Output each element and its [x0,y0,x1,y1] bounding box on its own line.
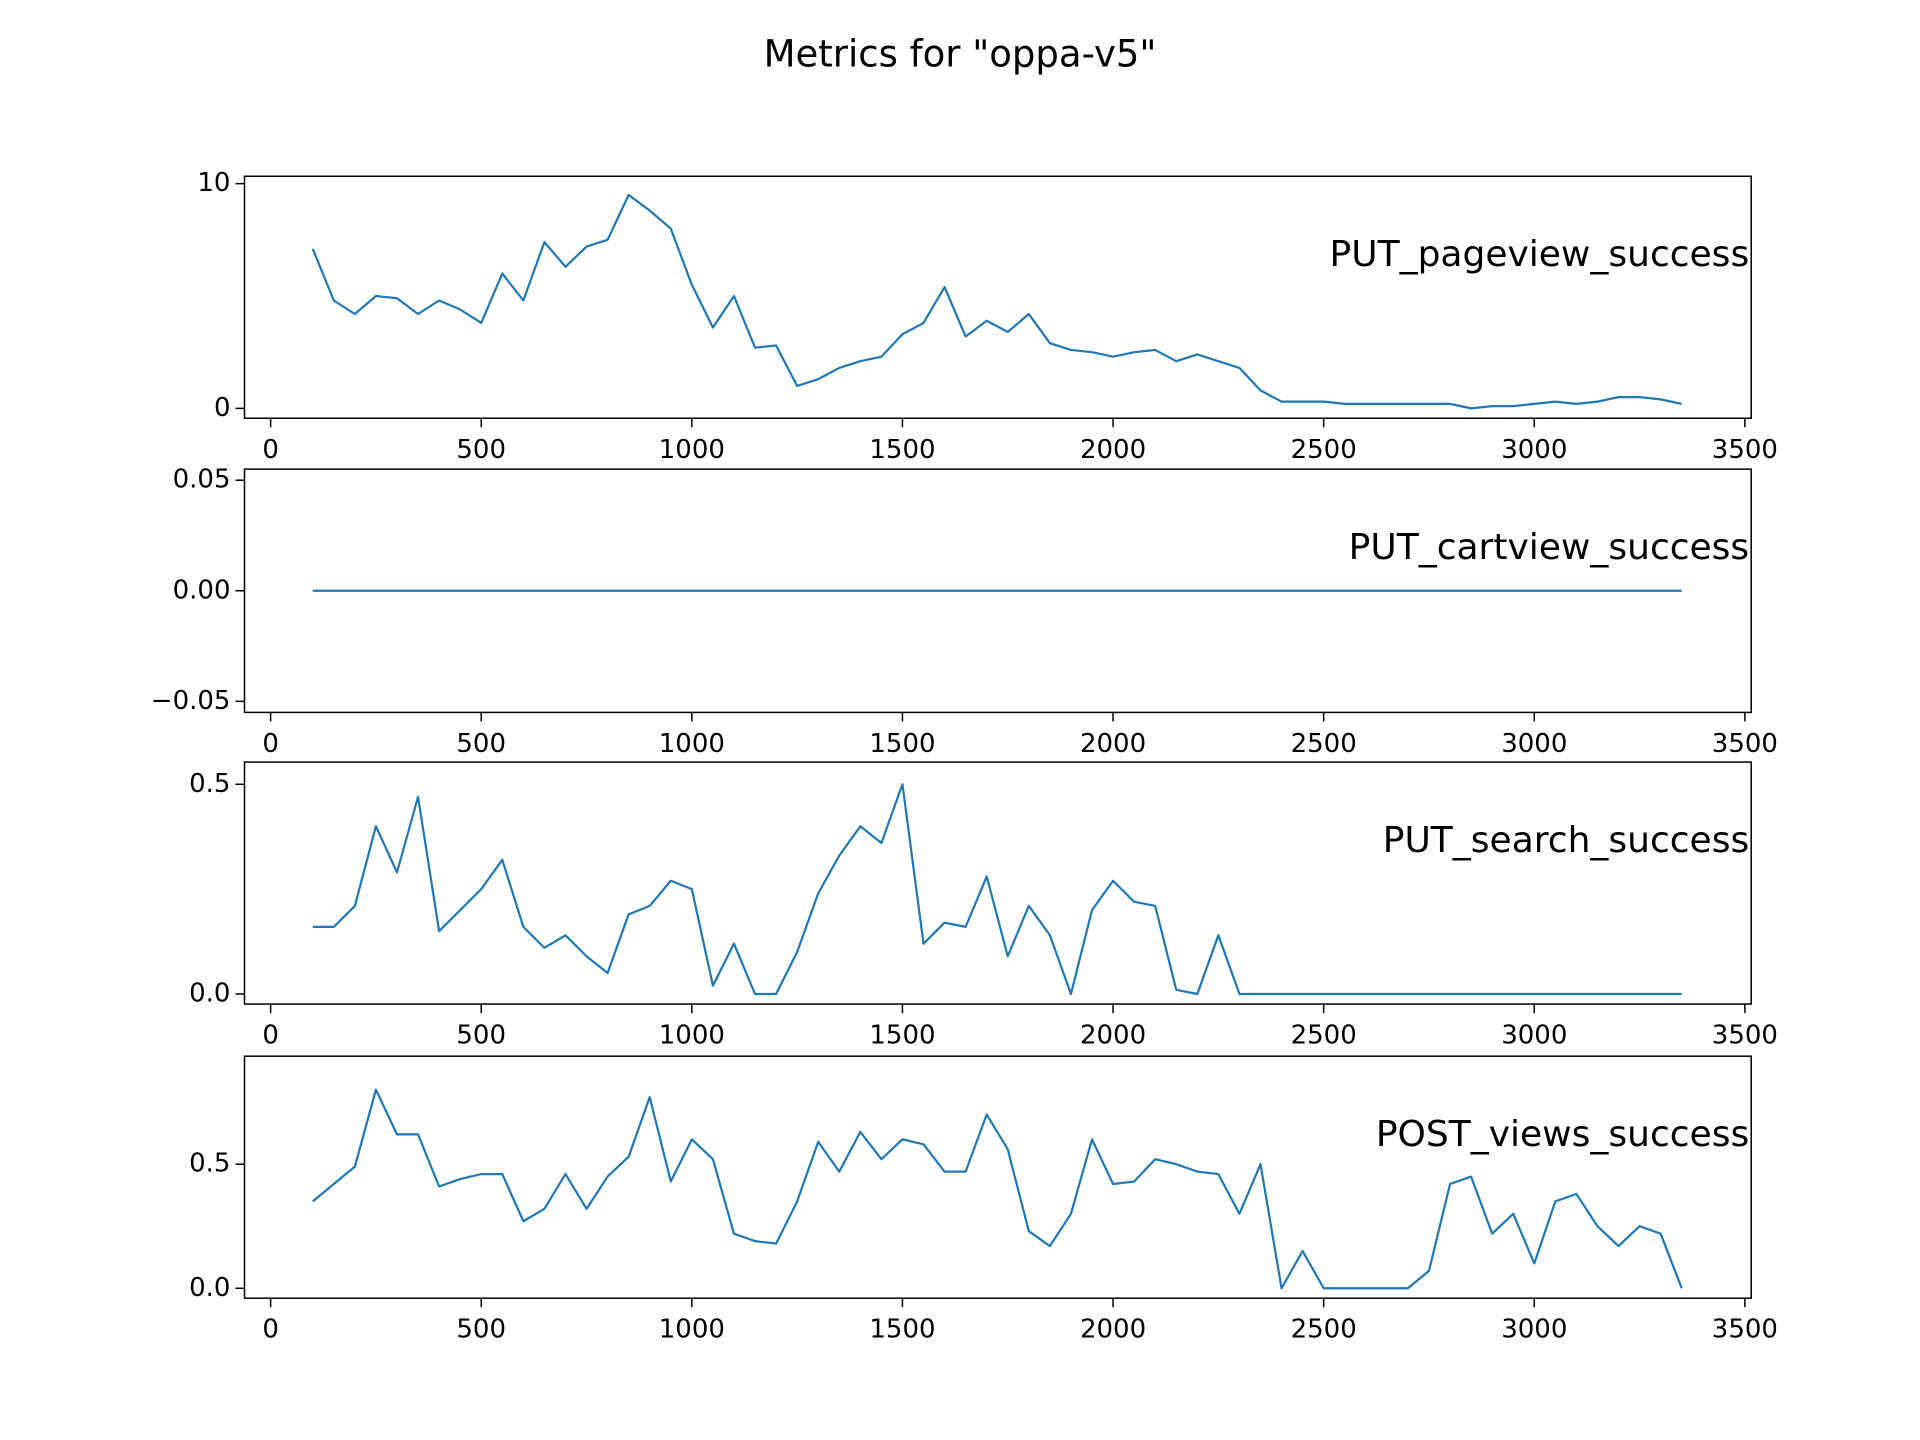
x-tick-label: 3500 [1712,1315,1778,1345]
y-tick-label: 0.5 [189,769,230,799]
x-tick-label: 3000 [1501,435,1567,465]
x-tick-label: 500 [456,435,506,465]
x-tick-label: 1000 [659,729,725,759]
axes-frame [243,1055,1752,1299]
series-label: PUT_pageview_success [1330,234,1750,275]
series-line [312,783,1682,996]
y-tick-label: 0.0 [189,1273,230,1303]
x-tick-label: 1500 [869,435,935,465]
axes-frame [243,175,1752,420]
x-tick-label: 1000 [659,1021,725,1051]
x-tick-label: 0 [262,729,279,759]
axes-frame [243,468,1752,714]
figure-title: Metrics for "oppa-v5" [764,33,1157,76]
x-tick-label: 2500 [1291,435,1357,465]
x-tick-label: 3000 [1501,1315,1567,1345]
series-label: POST_views_success [1376,1114,1749,1155]
x-tick-label: 0 [262,1021,279,1051]
x-tick-label: 1000 [659,1315,725,1345]
x-tick-label: 3500 [1712,1021,1778,1051]
x-tick-label: 2000 [1080,435,1146,465]
x-tick-label: 0 [262,435,279,465]
x-tick-label: 3500 [1712,435,1778,465]
axes-background [244,762,1752,1005]
series-label: PUT_search_success [1383,820,1749,861]
x-tick-label: 1000 [659,435,725,465]
x-tick-label: 2000 [1080,1315,1146,1345]
x-tick-label: 3000 [1501,729,1567,759]
y-tick-label: 0.00 [173,575,231,605]
axes-frame [243,761,1752,1005]
x-tick-label: 2500 [1291,1315,1357,1345]
x-tick-label: 1500 [869,729,935,759]
series-line [311,193,1682,410]
axes-background [244,176,1752,419]
x-tick-label: 2000 [1080,1021,1146,1051]
x-tick-label: 1500 [869,1021,935,1051]
axes-background [244,1056,1752,1299]
x-tick-label: 500 [456,1315,506,1345]
series-label: PUT_cartview_success [1349,527,1750,568]
y-tick-label: −0.05 [151,686,231,716]
y-tick-label: 0.05 [173,465,231,495]
x-tick-label: 500 [456,729,506,759]
x-tick-label: 3500 [1712,729,1778,759]
y-tick-label: 0.0 [189,978,230,1008]
x-tick-label: 2500 [1291,1021,1357,1051]
y-tick-label: 0.5 [189,1149,230,1179]
x-tick-label: 0 [262,1315,279,1345]
x-tick-label: 2000 [1080,729,1146,759]
y-tick-label: 10 [197,168,230,198]
series-line [312,1088,1683,1290]
y-tick-label: 0 [214,393,231,423]
x-tick-label: 3000 [1501,1021,1567,1051]
x-tick-label: 500 [456,1021,506,1051]
x-tick-label: 1500 [869,1315,935,1345]
x-tick-label: 2500 [1291,729,1357,759]
